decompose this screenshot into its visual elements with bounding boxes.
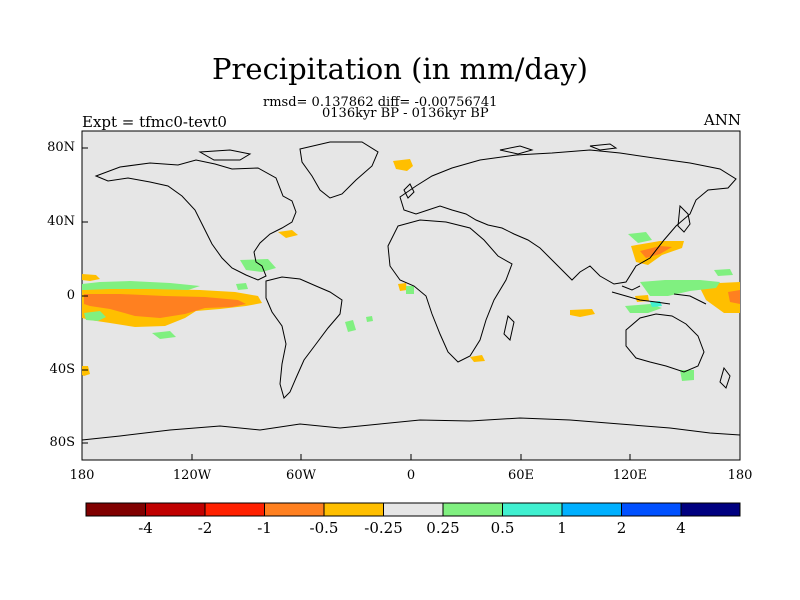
colorbar-box <box>502 502 563 517</box>
colorbar-label: 4 <box>676 519 686 537</box>
anomaly-patch <box>84 294 246 318</box>
chart-title: Precipitation (in mm/day) <box>212 52 588 86</box>
anomaly-patch <box>240 259 276 272</box>
colorbar-label: -0.5 <box>309 519 339 537</box>
anomaly-patch <box>680 370 694 381</box>
colorbar-box <box>442 502 503 517</box>
coastline-new-zealand <box>719 366 731 389</box>
anomaly-patch <box>698 282 740 313</box>
coastline-japan <box>677 204 691 233</box>
colorbar-box <box>680 502 741 517</box>
anomaly-patch <box>393 159 413 171</box>
coastline-uk <box>403 183 415 199</box>
anomaly-patch <box>470 355 485 362</box>
colorbar-box <box>204 502 265 517</box>
colorbar-box <box>383 502 444 517</box>
subtitle: 0136kyr BP - 0136kyr BP <box>322 106 489 121</box>
season-label: ANN <box>703 111 741 129</box>
anomaly-patch <box>366 316 373 322</box>
coastline-greenland <box>299 141 379 199</box>
coastlines <box>81 141 741 441</box>
colorbar-box <box>264 502 325 517</box>
coastline-indonesia <box>611 285 707 305</box>
lat-label: 40S <box>49 362 75 377</box>
anomaly-patch <box>640 280 720 296</box>
positive-anomaly-patches <box>82 232 733 381</box>
anomaly-patch <box>398 283 407 291</box>
anomaly-patch <box>640 246 672 258</box>
coastline-madagascar <box>503 315 515 341</box>
anomaly-patch <box>628 232 652 243</box>
colorbar-label: -4 <box>138 519 153 537</box>
anomaly-patch <box>236 283 248 290</box>
lon-label: 120W <box>172 468 212 483</box>
anomaly-patch <box>82 281 200 290</box>
anomaly-patch <box>714 269 733 276</box>
colorbar-box <box>323 502 384 517</box>
lon-label: 180 <box>69 468 95 483</box>
anomaly-patch <box>152 331 176 339</box>
anomaly-patch <box>345 320 356 332</box>
lon-label: 120E <box>612 468 648 483</box>
anomaly-patch <box>406 286 414 294</box>
colorbar-box <box>561 502 622 517</box>
lon-label: 0 <box>406 468 416 483</box>
colorbar-label: 0.5 <box>490 519 515 537</box>
stats-line: rmsd= 0.137862 diff= -0.00756741 <box>263 95 498 110</box>
lat-label: 80S <box>49 435 75 450</box>
coastline-australia <box>625 313 705 373</box>
experiment-label: Expt = tfmc0-tevt0 <box>82 113 227 131</box>
lat-label: 80N <box>47 140 75 155</box>
coastline-eurasia <box>399 149 737 285</box>
colorbar <box>85 502 741 517</box>
lat-label: 40N <box>47 214 75 229</box>
anomaly-patch <box>82 274 100 281</box>
coastline-africa <box>387 219 513 363</box>
colorbar-label: 0.25 <box>426 519 460 537</box>
colorbar-label: 1 <box>557 519 567 537</box>
lon-label: 60E <box>507 468 535 483</box>
anomaly-patch <box>278 230 298 238</box>
lon-label: 180 <box>727 468 753 483</box>
colorbar-label: -2 <box>197 519 213 537</box>
coastline-south-america <box>265 276 343 399</box>
coastline-antarctica <box>81 417 741 441</box>
colorbar-label: -1 <box>257 519 272 537</box>
axis-ticks <box>81 147 741 460</box>
coastline-north-america <box>94 159 297 281</box>
lat-label: 0 <box>66 288 75 303</box>
colorbar-label: 2 <box>616 519 627 537</box>
colorbar-box <box>145 502 206 517</box>
anomaly-patch <box>728 290 740 304</box>
anomaly-patch <box>84 311 106 321</box>
anomaly-patch <box>570 309 595 317</box>
negative-anomaly-patches <box>82 159 740 376</box>
colorbar-box <box>621 502 682 517</box>
anomaly-patch <box>82 366 90 376</box>
coastline-arctic-islands <box>198 143 618 161</box>
lon-label: 60W <box>286 468 316 483</box>
colorbar-label: -0.25 <box>364 519 403 537</box>
colorbar-box <box>85 502 146 517</box>
